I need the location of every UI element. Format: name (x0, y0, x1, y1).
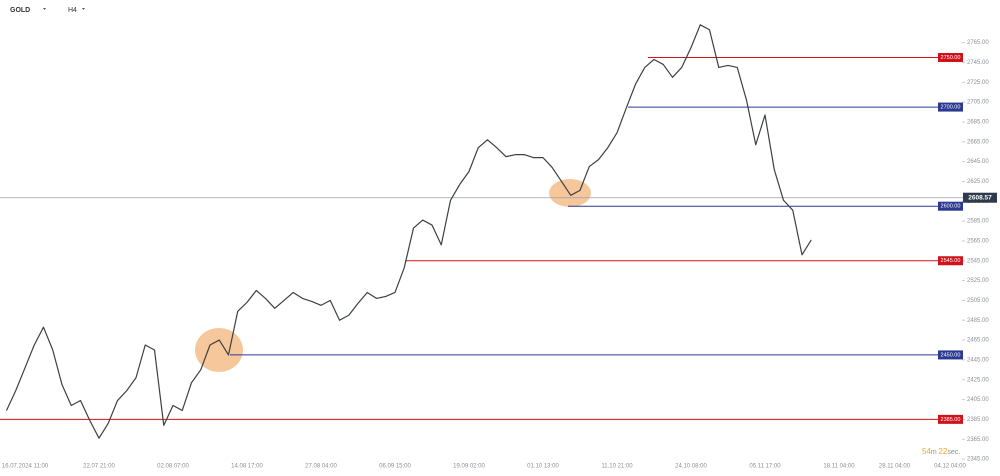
y-tick-label: 2565.00 (967, 238, 989, 244)
level-label-box (938, 201, 963, 211)
level-label-box (938, 414, 963, 424)
level-label: 2600.00 (941, 204, 961, 210)
x-tick-label: 11.10 21:00 (601, 464, 633, 470)
highlight (195, 328, 243, 372)
y-tick-label: 2685.00 (967, 120, 989, 126)
countdown-unit: m (931, 449, 937, 456)
y-tick-label: 2465.00 (967, 338, 989, 344)
y-tick-label: 2505.00 (967, 298, 989, 304)
current-price-box (963, 192, 997, 203)
x-tick-label: 22.07 21:00 (83, 464, 115, 470)
level-label: 2385.00 (941, 417, 961, 423)
countdown-seconds: 22 (938, 447, 947, 456)
x-tick-label: 05.11 17:00 (749, 464, 781, 470)
x-tick-label: 27.08 04:00 (305, 464, 337, 470)
timeframe[interactable]: H4 (68, 7, 77, 14)
y-tick-label: 2725.00 (967, 80, 989, 86)
y-tick-label: 2645.00 (967, 159, 989, 165)
y-tick-label: 2745.00 (967, 60, 989, 66)
y-tick-label: 2525.00 (967, 278, 989, 284)
current-price-label: 2608.57 (968, 194, 992, 201)
x-tick-label: 14.08 17:00 (231, 464, 263, 470)
y-tick-label: 2625.00 (967, 179, 989, 185)
x-tick-label: 19.09 02:00 (453, 464, 485, 470)
level-label: 2545.00 (941, 258, 961, 264)
x-tick-label: 02.08 07:00 (157, 464, 189, 470)
y-tick-label: 2405.00 (967, 397, 989, 403)
countdown-unit: sec. (947, 449, 960, 456)
y-tick-label: 2385.00 (967, 417, 989, 423)
y-tick-label: 2765.00 (967, 40, 989, 46)
level-label: 2700.00 (941, 105, 961, 111)
level-label-box (938, 256, 963, 266)
y-tick-label: 2665.00 (967, 139, 989, 145)
countdown: 54m 22sec. (922, 447, 960, 456)
x-tick-label: 04.12 04:00 (934, 464, 966, 470)
dropdown-caret[interactable] (82, 8, 85, 10)
x-tick-label: 18.11 04:00 (823, 464, 855, 470)
y-tick-label: 2445.00 (967, 357, 989, 363)
y-tick-label: 2545.00 (967, 258, 989, 264)
y-tick-label: 2585.00 (967, 219, 989, 225)
level-label: 2750.00 (941, 55, 961, 61)
x-tick-label: 24.10 08:00 (675, 464, 707, 470)
level-label-box (938, 350, 963, 360)
countdown-minutes: 54 (922, 447, 931, 456)
y-tick-label: 2345.00 (967, 457, 989, 463)
y-tick-label: 2365.00 (967, 437, 989, 443)
x-tick-label: 28.11 04:00 (879, 464, 911, 470)
x-tick-label: 06.09 15:00 (379, 464, 411, 470)
price-line (5, 24, 812, 439)
y-tick-label: 2485.00 (967, 318, 989, 324)
dropdown-caret[interactable] (43, 8, 46, 10)
plot: 2765.00 2745.00 2725.00 2705.00 2685.00 2665.… (0, 24, 997, 470)
level-label-box (938, 53, 963, 63)
symbol[interactable]: GOLD (10, 7, 30, 14)
y-tick-label: 2425.00 (967, 377, 989, 383)
level-label-box (938, 102, 963, 112)
highlight (549, 179, 591, 207)
x-tick-label: 16.07.2024 11:00 (2, 464, 49, 470)
level-label: 2450.00 (941, 352, 961, 358)
x-tick-label: 01.10 13:00 (527, 464, 559, 470)
y-tick-label: 2705.00 (967, 100, 989, 106)
